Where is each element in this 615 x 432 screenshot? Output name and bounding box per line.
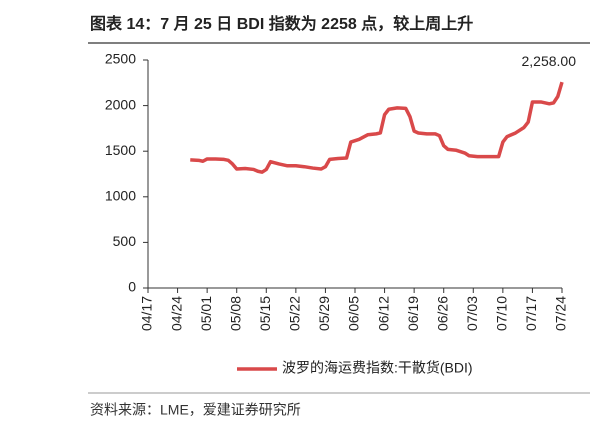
legend-label: 波罗的海运费指数:干散货(BDI) <box>282 360 473 376</box>
y-tick-label: 1000 <box>105 188 136 204</box>
y-tick-label: 0 <box>128 279 136 295</box>
x-tick-label: 06/26 <box>434 296 450 331</box>
x-tick-label: 06/12 <box>375 296 391 331</box>
y-tick-label: 2500 <box>105 51 136 67</box>
x-tick-label: 06/05 <box>346 296 362 331</box>
value-label: 2,258.00 <box>522 53 577 69</box>
x-tick-label: 05/01 <box>198 296 214 331</box>
x-tick-label: 07/24 <box>553 296 569 331</box>
x-tick-label: 05/08 <box>227 296 243 331</box>
x-tick-label: 07/03 <box>464 296 480 331</box>
y-tick-label: 1500 <box>105 142 136 158</box>
x-tick-label: 04/17 <box>139 296 155 331</box>
y-tick-label: 500 <box>113 233 137 249</box>
series-line <box>190 81 564 174</box>
x-tick-label: 05/15 <box>257 296 273 331</box>
source: 资料来源：LME，爱建证券研究所 <box>90 402 301 418</box>
x-tick-label: 06/19 <box>405 296 421 331</box>
x-tick-label: 07/17 <box>523 296 539 331</box>
chart-title: 图表 14：7 月 25 日 BDI 指数为 2258 点，较上周上升 <box>90 14 473 33</box>
x-tick-label: 05/22 <box>287 296 303 331</box>
y-tick-label: 2000 <box>105 96 136 112</box>
x-tick-label: 04/24 <box>168 296 184 331</box>
x-tick-label: 07/10 <box>494 296 510 331</box>
x-tick-label: 05/29 <box>316 296 332 331</box>
